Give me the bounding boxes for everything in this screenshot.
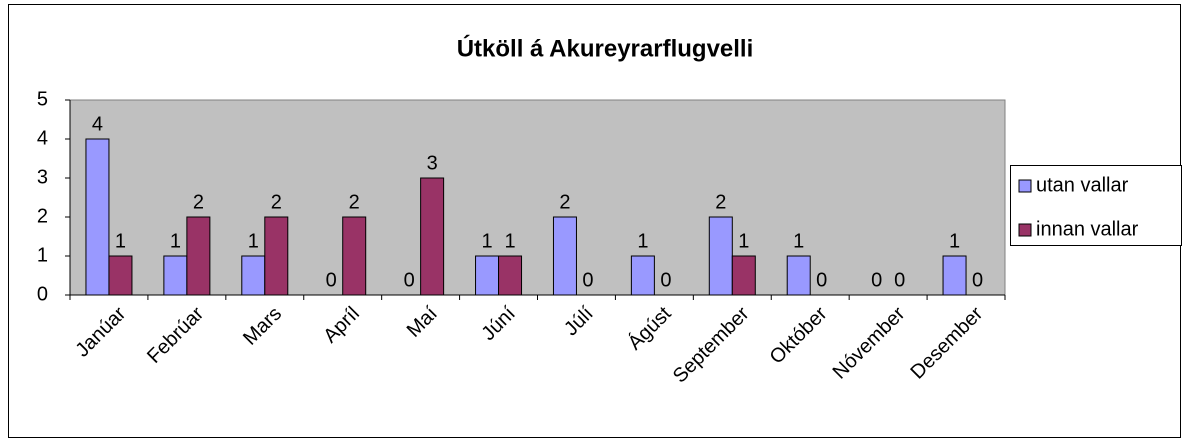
- legend: [1010, 165, 1182, 246]
- bar: [475, 255, 500, 296]
- legend-label: innan vallar: [1036, 218, 1139, 240]
- data-label: 0: [816, 269, 827, 291]
- data-label: 0: [326, 269, 337, 291]
- bar: [264, 216, 289, 296]
- data-label: 4: [92, 113, 103, 135]
- bar: [786, 255, 811, 296]
- chart-title: Útköll á Akureyrarflugvelli: [457, 34, 754, 62]
- bar: [552, 216, 577, 296]
- y-tick-label: 3: [37, 166, 48, 188]
- bar: [108, 255, 133, 296]
- bar: [630, 255, 655, 296]
- data-label: 1: [637, 230, 648, 252]
- bar: [942, 255, 967, 296]
- data-label: 1: [115, 230, 126, 252]
- data-label: 0: [972, 269, 983, 291]
- legend-label: utan vallar: [1036, 174, 1129, 196]
- y-tick-label: 4: [37, 127, 48, 149]
- data-label: 1: [738, 230, 749, 252]
- data-label: 1: [248, 230, 259, 252]
- bar: [498, 255, 523, 296]
- data-label: 0: [871, 269, 882, 291]
- data-label: 2: [193, 191, 204, 213]
- legend-swatch: [1018, 179, 1032, 193]
- data-label: 3: [427, 152, 438, 174]
- data-label: 0: [894, 269, 905, 291]
- bar: [420, 177, 445, 296]
- data-label: 1: [170, 230, 181, 252]
- y-tick-label: 2: [37, 205, 48, 227]
- data-label: 0: [582, 269, 593, 291]
- data-label: 2: [349, 191, 360, 213]
- data-label: 0: [404, 269, 415, 291]
- plot-area: [69, 99, 1006, 296]
- data-label: 0: [660, 269, 671, 291]
- y-tick-label: 0: [37, 283, 48, 305]
- data-label: 1: [949, 230, 960, 252]
- bar: [731, 255, 756, 296]
- data-label: 2: [715, 191, 726, 213]
- data-label: 2: [271, 191, 282, 213]
- data-label: 1: [504, 230, 515, 252]
- data-label: 2: [559, 191, 570, 213]
- bar: [708, 216, 733, 296]
- data-label: 1: [481, 230, 492, 252]
- bar: [85, 138, 110, 296]
- bar: [241, 255, 266, 296]
- y-tick-label: 1: [37, 244, 48, 266]
- legend-swatch: [1018, 223, 1032, 237]
- y-tick-label: 5: [37, 88, 48, 110]
- bar: [186, 216, 211, 296]
- data-label: 1: [793, 230, 804, 252]
- bar: [342, 216, 367, 296]
- bar: [163, 255, 188, 296]
